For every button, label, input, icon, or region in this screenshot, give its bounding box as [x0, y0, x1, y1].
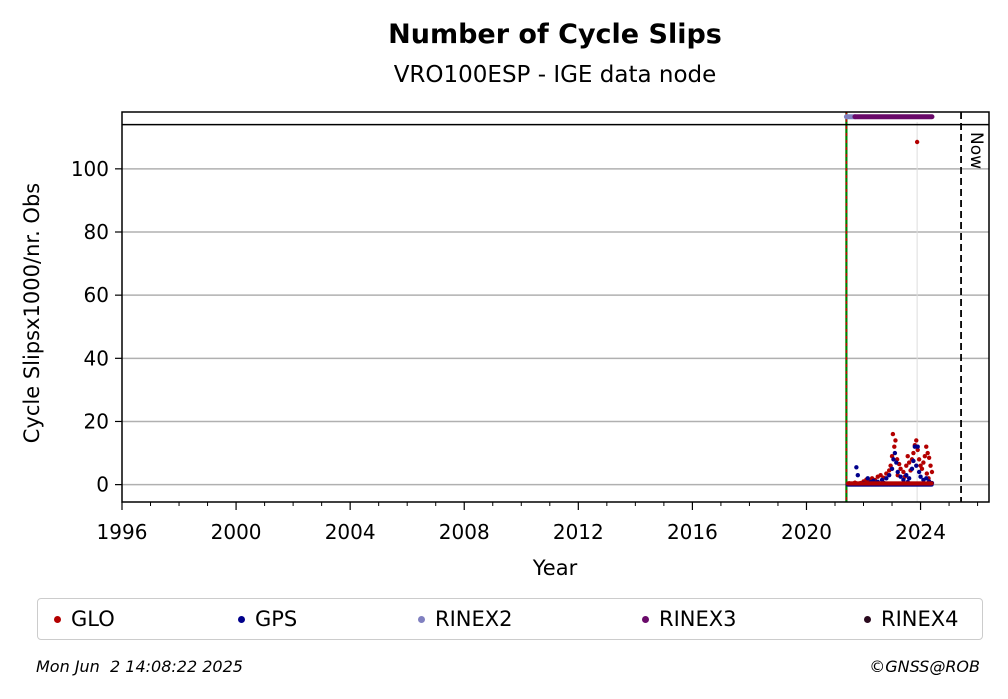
- glo-point: [921, 460, 926, 465]
- x-tick-label: 2012: [553, 520, 604, 544]
- glo-point: [905, 454, 910, 459]
- y-tick-label: 20: [84, 409, 109, 433]
- gps-point: [916, 469, 922, 475]
- rinex2-marker-icon: [418, 615, 425, 623]
- gps-point: [915, 444, 920, 449]
- x-tick-label: 2000: [211, 520, 262, 544]
- x-tick-label: 2008: [439, 520, 490, 544]
- glo-point: [878, 472, 883, 478]
- glo-point: [901, 469, 906, 475]
- glo-point: [916, 457, 922, 462]
- gps-point: [904, 472, 909, 478]
- gps-point: [894, 460, 899, 465]
- glo-point: [914, 139, 920, 145]
- gps-marker-icon: [238, 615, 245, 623]
- glo-point: [928, 463, 933, 468]
- chart-title: Number of Cycle Slips: [388, 19, 722, 50]
- grid-lines: [122, 122, 989, 502]
- glo-point: [924, 471, 930, 476]
- y-tick-label: 60: [84, 283, 109, 307]
- gps-point: [884, 476, 889, 481]
- glo-point: [915, 447, 920, 453]
- gps-point: [898, 474, 903, 479]
- gps-point: [891, 457, 896, 462]
- glo-point: [922, 454, 928, 459]
- gps-point: [895, 469, 900, 475]
- footer-credit: ©GNSS@ROB: [869, 657, 980, 676]
- plot-frame: [121, 111, 990, 503]
- glo-point: [911, 450, 916, 456]
- gps-point: [901, 477, 906, 483]
- rinex3-marker-icon: [642, 615, 649, 623]
- legend-label: GPS: [255, 607, 298, 631]
- y-tick-label: 40: [84, 346, 109, 370]
- now-label: Now: [966, 132, 986, 169]
- legend-item-gps: GPS: [238, 606, 297, 632]
- legend-label: RINEX2: [435, 607, 513, 631]
- glo-point: [925, 450, 930, 456]
- y-tick-label: 100: [71, 157, 109, 181]
- x-tick-label: 2004: [325, 520, 376, 544]
- glo-point: [926, 455, 932, 460]
- legend-item-rinex2: RINEX2: [418, 606, 513, 632]
- chart-svg: Number of Cycle Slips VRO100ESP - IGE da…: [20, 19, 990, 580]
- glo-point: [898, 466, 903, 472]
- glo-point: [906, 460, 912, 465]
- x-tick-label: 2024: [895, 520, 946, 544]
- y-tick-label: 0: [96, 473, 109, 497]
- x-tick-label: 2020: [781, 520, 832, 544]
- gps-point: [914, 463, 919, 468]
- legend-item-rinex3: RINEX3: [642, 606, 737, 632]
- glo-point: [904, 463, 909, 468]
- legend: GLO GPS RINEX2 RINEX3 RINEX4: [37, 598, 983, 640]
- gps-point: [892, 450, 898, 456]
- glo-point: [919, 466, 925, 472]
- gps-point: [854, 465, 859, 470]
- glo-point: [924, 444, 929, 449]
- legend-label: RINEX3: [659, 607, 737, 631]
- glo-marker-icon: [54, 615, 61, 623]
- glo-point: [914, 438, 919, 443]
- gps-point: [886, 472, 892, 478]
- gps-point: [906, 476, 912, 481]
- footer-timestamp: Mon Jun 2 14:08:22 2025: [36, 657, 243, 676]
- gps-point: [909, 466, 915, 472]
- x-tick-label: 1996: [97, 520, 148, 544]
- glo-baseline-point: [929, 481, 934, 486]
- x-axis-label: Year: [532, 556, 578, 580]
- glo-point: [893, 438, 898, 443]
- glo-point: [890, 431, 896, 437]
- legend-label: RINEX4: [881, 607, 959, 631]
- x-tick-label: 2016: [667, 520, 718, 544]
- gps-point: [865, 476, 870, 481]
- chart-subtitle: VRO100ESP - IGE data node: [394, 62, 717, 88]
- legend-item-glo: GLO: [54, 606, 115, 632]
- y-axis-label: Cycle Slipsx1000/nr. Obs: [20, 183, 44, 443]
- data-marks: [843, 112, 935, 502]
- glo-point: [929, 469, 935, 475]
- gps-point: [855, 472, 861, 478]
- legend-label: GLO: [71, 607, 115, 631]
- gps-point: [889, 466, 895, 472]
- legend-item-rinex4: RINEX4: [864, 606, 959, 632]
- glo-point: [892, 444, 897, 449]
- gps-point: [924, 476, 929, 481]
- gps-point: [918, 474, 923, 479]
- rinex4-marker-icon: [864, 615, 871, 623]
- gps-point: [911, 458, 916, 464]
- y-tick-label: 80: [84, 220, 109, 244]
- axes: 0 20 40 60 80 100 1996 2000 2004 2008 2012 2016 2020…: [71, 111, 990, 544]
